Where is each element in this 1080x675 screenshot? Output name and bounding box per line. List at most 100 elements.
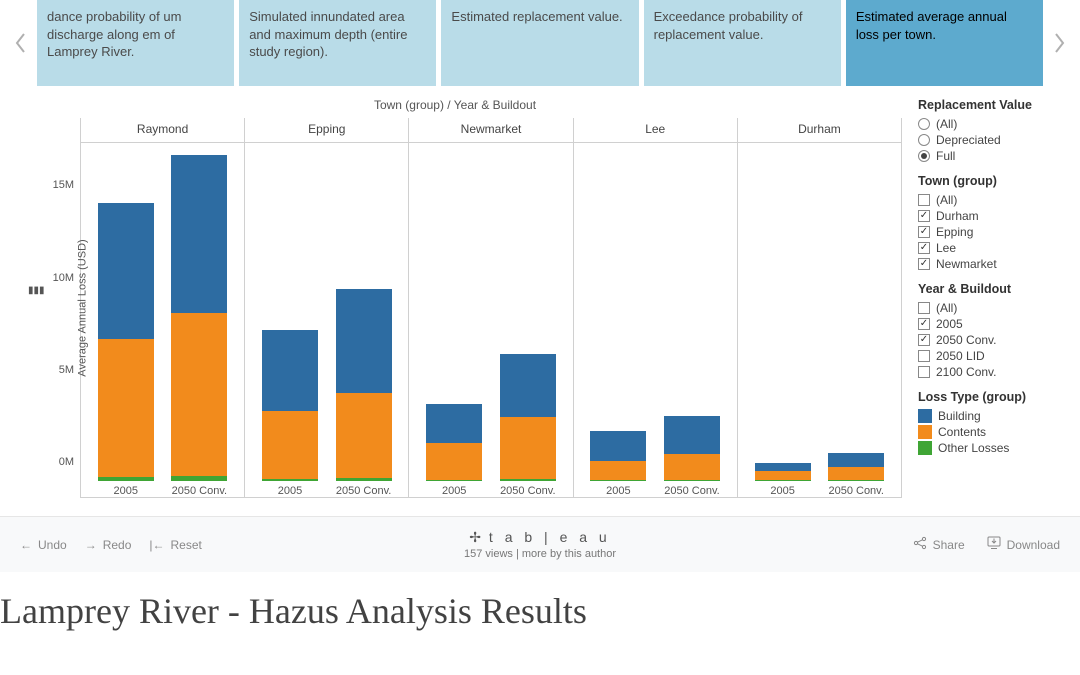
facet-header: Durham bbox=[738, 118, 901, 143]
tabs-next-arrow[interactable] bbox=[1048, 32, 1070, 54]
tab-1[interactable]: Simulated innundated area and maximum de… bbox=[239, 0, 436, 86]
bar-2005[interactable] bbox=[583, 431, 654, 481]
facet-plot bbox=[81, 143, 244, 481]
tab-4[interactable]: Estimated average annual loss per town. bbox=[846, 0, 1043, 86]
segment-building bbox=[828, 453, 884, 467]
segment-contents bbox=[500, 417, 556, 479]
facet-plot bbox=[409, 143, 572, 481]
bar-2005[interactable] bbox=[419, 404, 490, 481]
color-swatch bbox=[918, 425, 932, 439]
bar-2005[interactable] bbox=[90, 203, 161, 482]
segment-building bbox=[500, 354, 556, 418]
segment-contents bbox=[590, 461, 646, 480]
segment-contents bbox=[664, 454, 720, 480]
segment-contents bbox=[828, 467, 884, 480]
option-label: (All) bbox=[936, 117, 957, 131]
option-label: 2050 LID bbox=[936, 349, 985, 363]
x-labels: 20052050 Conv. bbox=[738, 481, 901, 497]
check-option[interactable]: (All) bbox=[918, 300, 1072, 316]
segment-building bbox=[262, 330, 318, 410]
filter-title: Year & Buildout bbox=[918, 282, 1072, 296]
download-label: Download bbox=[1007, 538, 1060, 552]
x-label: 2050 Conv. bbox=[657, 485, 728, 497]
filter-replacement-value: Replacement Value (All)DepreciatedFull bbox=[918, 98, 1072, 164]
x-label: 2050 Conv. bbox=[164, 485, 235, 497]
checkbox-icon bbox=[918, 194, 930, 206]
facet-header: Newmarket bbox=[409, 118, 572, 143]
checkbox-icon bbox=[918, 318, 930, 330]
bar-2050 Conv.[interactable] bbox=[328, 289, 399, 481]
bar-2050 Conv.[interactable] bbox=[657, 416, 728, 481]
color-swatch bbox=[918, 409, 932, 423]
check-option[interactable]: Durham bbox=[918, 208, 1072, 224]
legend-item[interactable]: Contents bbox=[918, 424, 1072, 440]
x-label: 2005 bbox=[583, 485, 654, 497]
check-option[interactable]: Lee bbox=[918, 240, 1072, 256]
download-button[interactable]: Download bbox=[987, 536, 1060, 553]
undo-button[interactable]: ← Undo bbox=[20, 538, 67, 552]
legend-loss-type: Loss Type (group) BuildingContentsOther … bbox=[918, 390, 1072, 456]
check-option[interactable]: 2050 Conv. bbox=[918, 332, 1072, 348]
facet-epping: Epping20052050 Conv. bbox=[244, 118, 408, 497]
main-content: Town (group) / Year & Buildout Average A… bbox=[0, 86, 1080, 498]
bar-2050 Conv.[interactable] bbox=[164, 155, 235, 481]
check-option[interactable]: Epping bbox=[918, 224, 1072, 240]
y-tick: 15M bbox=[53, 179, 74, 191]
x-labels: 20052050 Conv. bbox=[409, 481, 572, 497]
checkbox-icon bbox=[918, 302, 930, 314]
share-button[interactable]: Share bbox=[913, 536, 965, 553]
bar-2050 Conv.[interactable] bbox=[492, 354, 563, 481]
radio-option[interactable]: Full bbox=[918, 148, 1072, 164]
radio-option[interactable]: Depreciated bbox=[918, 132, 1072, 148]
filter-town-group: Town (group) (All)DurhamEppingLeeNewmark… bbox=[918, 174, 1072, 272]
y-tick: 10M bbox=[53, 272, 74, 284]
chart-title: Town (group) / Year & Buildout bbox=[8, 98, 902, 112]
filter-title: Town (group) bbox=[918, 174, 1072, 188]
facet-plot bbox=[245, 143, 408, 481]
color-swatch bbox=[918, 441, 932, 455]
reset-button[interactable]: |← Reset bbox=[149, 538, 201, 552]
check-option[interactable]: 2050 LID bbox=[918, 348, 1072, 364]
option-label: Durham bbox=[936, 209, 979, 223]
segment-building bbox=[171, 155, 227, 314]
checkbox-icon bbox=[918, 210, 930, 222]
bar-2005[interactable] bbox=[747, 463, 818, 481]
tabs-prev-arrow[interactable] bbox=[10, 32, 32, 54]
x-label: 2005 bbox=[90, 485, 161, 497]
option-label: Newmarket bbox=[936, 257, 997, 271]
page-heading: Lamprey River - Hazus Analysis Results bbox=[0, 572, 1080, 632]
facet-plot bbox=[574, 143, 737, 481]
filter-panel: Replacement Value (All)DepreciatedFull T… bbox=[902, 98, 1072, 498]
bar-2050 Conv.[interactable] bbox=[821, 453, 892, 481]
check-option[interactable]: Newmarket bbox=[918, 256, 1072, 272]
facet-newmarket: Newmarket 20052050 Conv. bbox=[408, 118, 572, 497]
checkbox-icon bbox=[918, 258, 930, 270]
segment-building bbox=[755, 463, 811, 471]
legend-item[interactable]: Building bbox=[918, 408, 1072, 424]
legend-item[interactable]: Other Losses bbox=[918, 440, 1072, 456]
check-option[interactable]: 2005 bbox=[918, 316, 1072, 332]
y-axis-label: Average Annual Loss (USD) bbox=[77, 239, 89, 376]
facet-plot bbox=[738, 143, 901, 481]
tab-2[interactable]: Estimated replacement value. bbox=[441, 0, 638, 86]
radio-icon bbox=[918, 118, 930, 130]
segment-building bbox=[664, 416, 720, 454]
segment-contents bbox=[171, 313, 227, 476]
option-label: Depreciated bbox=[936, 133, 1001, 147]
check-option[interactable]: 2100 Conv. bbox=[918, 364, 1072, 380]
tab-3[interactable]: Exceedance probability of replacement va… bbox=[644, 0, 841, 86]
views-text: 157 views | more by this author bbox=[464, 548, 616, 560]
undo-label: Undo bbox=[38, 538, 67, 552]
radio-icon bbox=[918, 134, 930, 146]
share-label: Share bbox=[933, 538, 965, 552]
facet-header: Lee bbox=[574, 118, 737, 143]
bar-2005[interactable] bbox=[255, 330, 326, 481]
filter-year-buildout: Year & Buildout (All)20052050 Conv.2050 … bbox=[918, 282, 1072, 380]
tab-0[interactable]: dance probability of um discharge along … bbox=[37, 0, 234, 86]
arrow-right-icon: → bbox=[85, 538, 97, 552]
redo-button[interactable]: → Redo bbox=[85, 538, 132, 552]
radio-option[interactable]: (All) bbox=[918, 116, 1072, 132]
y-tick: 5M bbox=[59, 364, 74, 376]
check-option[interactable]: (All) bbox=[918, 192, 1072, 208]
y-tick: 0M bbox=[59, 456, 74, 468]
